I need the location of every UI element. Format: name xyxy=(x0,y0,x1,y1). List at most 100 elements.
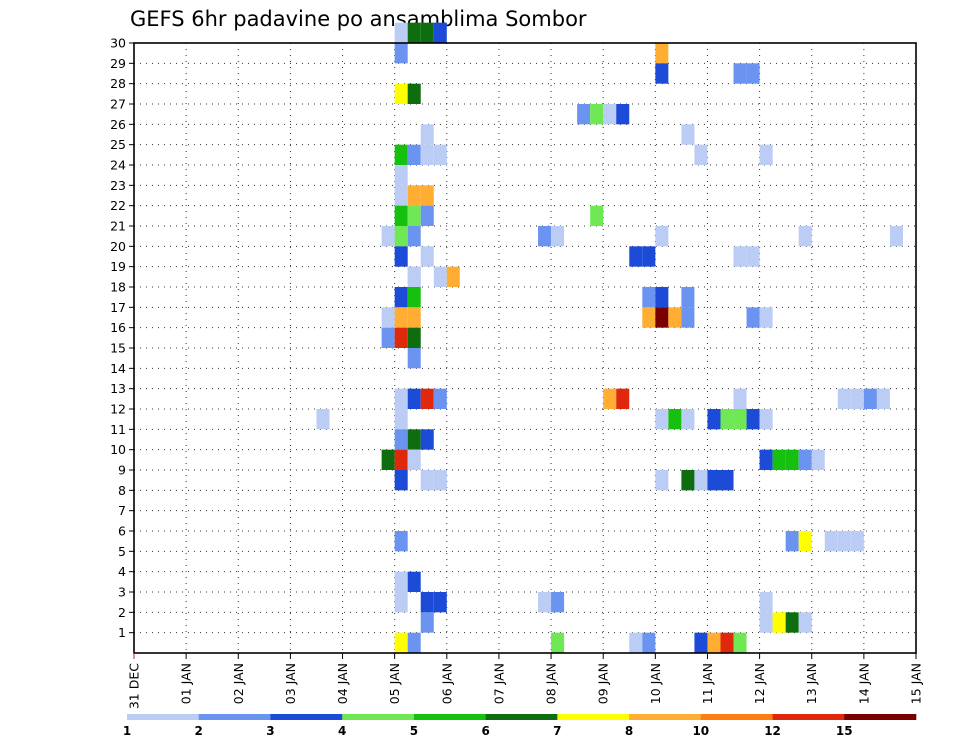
colorbar-swatch xyxy=(844,714,917,720)
heatmap-cell xyxy=(850,531,864,552)
heatmap-cell xyxy=(759,307,773,328)
heatmap-cell xyxy=(746,63,760,84)
heatmap-cell xyxy=(420,246,434,267)
heatmap-cell xyxy=(433,388,447,409)
heatmap-cell xyxy=(655,307,669,328)
heatmap-cell xyxy=(707,409,721,430)
heatmap-cell xyxy=(681,307,695,328)
colorbar-swatch xyxy=(413,714,486,720)
heatmap-cell xyxy=(420,185,434,206)
x-tick-label: 12 JAN xyxy=(752,663,767,704)
y-tick-label: 2 xyxy=(118,605,126,620)
heatmap-cell xyxy=(798,449,812,470)
heatmap-cell xyxy=(420,205,434,226)
heatmap-cell xyxy=(681,124,695,145)
heatmap-cell xyxy=(394,409,408,430)
heatmap-cell xyxy=(798,226,812,247)
heatmap-cell xyxy=(407,185,421,206)
heatmap-cell xyxy=(407,429,421,450)
colorbar-swatch xyxy=(342,714,415,720)
heatmap-cell xyxy=(720,409,734,430)
heatmap-cell xyxy=(394,327,408,348)
heatmap-cell xyxy=(394,165,408,186)
heatmap-cell xyxy=(733,632,747,653)
heatmap-cell xyxy=(707,632,721,653)
heatmap-cell xyxy=(785,449,799,470)
heatmap-cell xyxy=(603,104,617,125)
heatmap-cell xyxy=(394,531,408,552)
y-tick-label: 18 xyxy=(110,280,126,295)
cells-layer xyxy=(316,22,903,653)
y-tick-label: 13 xyxy=(110,381,126,396)
heatmap-cell xyxy=(655,43,669,64)
heatmap-cell xyxy=(394,388,408,409)
heatmap-cell xyxy=(407,83,421,104)
y-tick-label: 20 xyxy=(110,239,126,254)
y-tick-label: 19 xyxy=(110,259,126,274)
heatmap-cell xyxy=(811,449,825,470)
heatmap-cell xyxy=(420,22,434,43)
heatmap-cell xyxy=(642,307,656,328)
heatmap-cell xyxy=(733,246,747,267)
heatmap-cell xyxy=(603,388,617,409)
heatmap-cell xyxy=(407,226,421,247)
colorbar-label: 10 xyxy=(692,724,709,738)
heatmap-cell xyxy=(668,409,682,430)
grid-layer xyxy=(134,43,916,653)
heatmap-cell xyxy=(772,612,786,633)
x-tick-label: 07 JAN xyxy=(491,663,506,704)
heatmap-cell xyxy=(590,205,604,226)
heatmap-cell xyxy=(863,388,877,409)
heatmap-cell xyxy=(407,388,421,409)
heatmap-cell xyxy=(394,43,408,64)
y-tick-label: 9 xyxy=(118,463,126,478)
y-tick-label: 1 xyxy=(118,625,126,640)
heatmap-cell xyxy=(394,226,408,247)
y-tick-label: 15 xyxy=(110,341,126,356)
heatmap-cell xyxy=(433,22,447,43)
heatmap-cell xyxy=(759,449,773,470)
heatmap-cell xyxy=(407,632,421,653)
heatmap-cell xyxy=(629,246,643,267)
colorbar-swatch xyxy=(557,714,630,720)
y-tick-label: 11 xyxy=(110,422,126,437)
heatmap-cell xyxy=(407,266,421,287)
heatmap-cell xyxy=(407,348,421,369)
heatmap-cell xyxy=(720,632,734,653)
heatmap-cell xyxy=(394,307,408,328)
heatmap-cell xyxy=(407,571,421,592)
heatmap-cell xyxy=(694,632,708,653)
heatmap-cell xyxy=(538,226,552,247)
colorbar-label: 7 xyxy=(553,724,561,738)
heatmap-cell xyxy=(746,246,760,267)
heatmap-cell xyxy=(407,307,421,328)
colorbar-label: 15 xyxy=(836,724,853,738)
y-tick-label: 3 xyxy=(118,585,126,600)
heatmap-cell xyxy=(785,531,799,552)
heatmap-cell xyxy=(681,287,695,308)
heatmap-cell xyxy=(381,327,395,348)
heatmap-cell xyxy=(381,449,395,470)
colorbar-label: 6 xyxy=(481,724,489,738)
heatmap-cell xyxy=(381,307,395,328)
heatmap-cell xyxy=(655,63,669,84)
heatmap-cell xyxy=(759,592,773,613)
heatmap-cell xyxy=(420,592,434,613)
heatmap-cell xyxy=(394,592,408,613)
heatmap-cell xyxy=(394,144,408,165)
x-tick-label: 05 JAN xyxy=(387,663,402,704)
heatmap-cell xyxy=(655,287,669,308)
heatmap-cell xyxy=(746,307,760,328)
y-tick-label: 27 xyxy=(110,97,126,112)
heatmap-cell xyxy=(720,470,734,491)
colorbar-label: 1 xyxy=(123,724,131,738)
colorbar-swatch xyxy=(629,714,702,720)
colorbar-swatch xyxy=(772,714,845,720)
heatmap-cell xyxy=(394,287,408,308)
heatmap-cell xyxy=(759,409,773,430)
heatmap-cell xyxy=(668,307,682,328)
y-tick-label: 28 xyxy=(110,76,126,91)
y-tick-label: 12 xyxy=(110,402,126,417)
y-tick-label: 23 xyxy=(110,178,126,193)
